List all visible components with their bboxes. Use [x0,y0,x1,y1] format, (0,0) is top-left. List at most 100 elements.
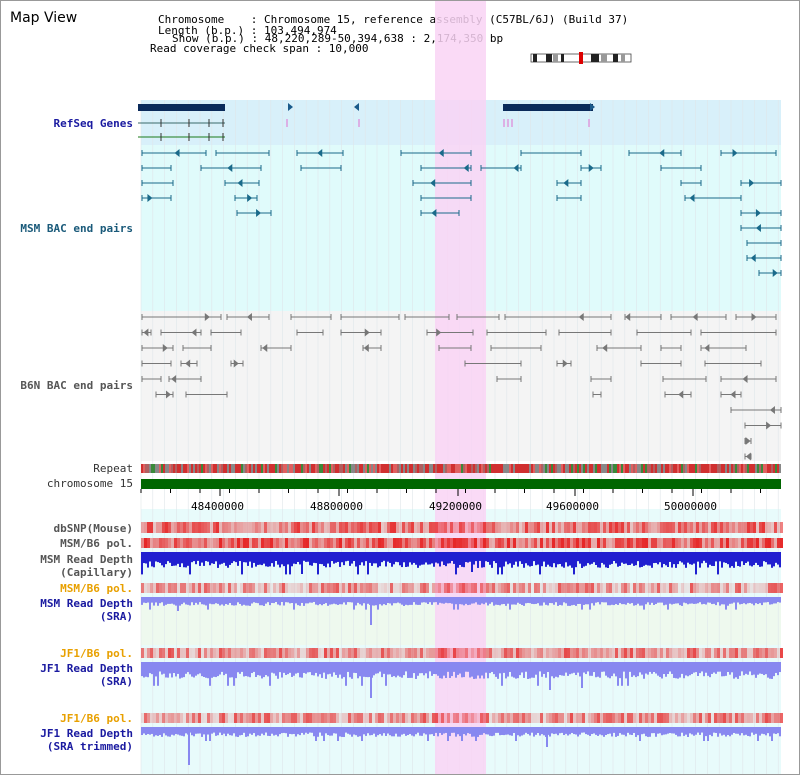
track-label-jf1-depth-sra-sub[interactable]: (SRA) [99,675,133,688]
track-label-msm-depth-sra-sub[interactable]: (SRA) [99,610,133,623]
read-depth-bar [391,552,393,567]
msm-bac-arrow [463,164,469,172]
polymorphism-cell [537,583,540,593]
read-depth-bar [555,727,557,734]
read-depth-bar [775,597,777,604]
repeat-segment [199,464,201,473]
read-depth-bar [341,727,343,737]
read-depth-bar [565,662,567,673]
polymorphism-cell [252,648,255,658]
repeat-segment [553,464,555,473]
read-depth-bar [757,662,759,675]
read-depth-bar [545,552,547,567]
polymorphism-cell [492,522,495,533]
polymorphism-cell [216,583,219,593]
repeat-segment [361,464,363,473]
polymorphism-cell [279,522,282,533]
repeat-segment [325,464,327,473]
read-depth-bar [391,597,393,606]
track-label-msm-depth-sra[interactable]: MSM Read Depth [40,597,133,610]
read-depth-bar [373,597,375,606]
read-depth-bar [477,662,479,676]
polymorphism-cell [687,538,690,548]
read-depth-bar [179,597,181,606]
repeat-segment [491,464,493,473]
read-depth-bar [219,597,221,606]
read-depth-bar [165,552,167,565]
read-depth-bar [699,597,701,603]
polymorphism-cell [159,538,162,548]
polymorphism-cell [258,713,261,723]
read-depth-bar [657,662,659,676]
polymorphism-cell [771,583,774,593]
b6n-bac-arrow [742,375,748,383]
read-depth-bar [419,597,421,605]
repeat-segment [703,464,705,473]
repeat-segment [413,464,415,473]
polymorphism-cell [153,648,156,658]
read-depth-bar [389,597,391,604]
ideogram-band [621,54,625,62]
polymorphism-cell [315,713,318,723]
polymorphism-cell [624,648,627,658]
read-depth-bar [149,662,151,674]
read-depth-bar [515,597,517,605]
polymorphism-cell [693,713,696,723]
read-depth-bar [627,552,629,566]
polymorphism-cell [531,713,534,723]
read-depth-bar [385,727,387,736]
read-depth-bar [147,552,149,568]
polymorphism-cell [681,522,684,533]
polymorphism-cell [246,583,249,593]
read-depth-bar [407,552,409,567]
read-depth-bar [287,597,289,603]
read-depth-bar [617,552,619,567]
polymorphism-cell [564,522,567,533]
repeat-segment [587,464,589,473]
polymorphism-cell [780,648,783,658]
read-depth-bar [755,727,757,734]
polymorphism-cell [363,648,366,658]
read-depth-bar [707,552,709,568]
track-label-jf1-depth-sra[interactable]: JF1 Read Depth [40,662,133,675]
polymorphism-cell [519,522,522,533]
track-label-jf1-depth-trim-sub[interactable]: (SRA trimmed) [46,740,133,753]
polymorphism-cell [255,538,258,548]
track-label-jf1-depth-trim[interactable]: JF1 Read Depth [40,727,133,740]
read-depth-bar [185,727,187,734]
polymorphism-cell [570,538,573,548]
polymorphism-cell [681,538,684,548]
polymorphism-cell [768,713,771,723]
polymorphism-cell [672,522,675,533]
polymorphism-cell [273,583,276,593]
read-depth-bar [653,552,655,564]
b6n-bac-arrow [751,313,757,321]
repeat-segment [757,464,759,473]
repeat-segment [297,464,299,473]
msm-bac-arrow [732,149,738,157]
read-depth-bar [247,552,249,566]
read-depth-bar [589,552,591,565]
polymorphism-cell [369,648,372,658]
read-depth-bar [195,727,197,734]
repeat-segment [161,464,163,473]
read-depth-bar [251,727,253,735]
read-depth-bar [635,552,637,566]
track-label-refseq[interactable]: RefSeq Genes [53,117,133,130]
polymorphism-cell [351,713,354,723]
track-label-b6n-bac[interactable]: B6N BAC end pairs [20,379,133,392]
read-depth-bar [171,552,173,567]
polymorphism-cell [612,648,615,658]
polymorphism-cell [267,713,270,723]
track-label-msm-bac[interactable]: MSM BAC end pairs [20,222,133,235]
read-depth-bar [225,552,227,566]
read-depth-bar [231,552,233,564]
repeat-segment [345,464,347,473]
read-depth-bar [775,662,777,673]
read-depth-bar [439,662,441,679]
polymorphism-cell [750,522,753,533]
read-depth-bar [459,727,461,737]
polymorphism-cell [243,538,246,548]
polymorphism-cell [669,583,672,593]
